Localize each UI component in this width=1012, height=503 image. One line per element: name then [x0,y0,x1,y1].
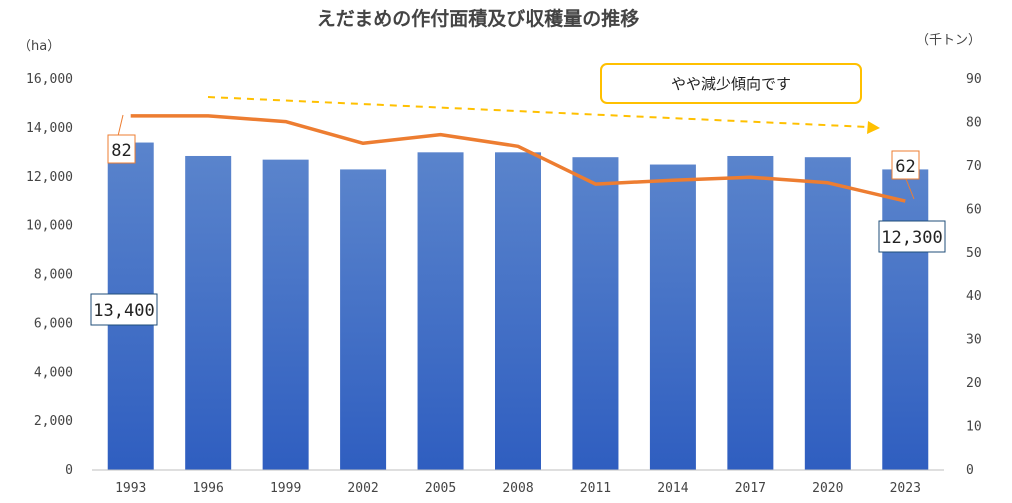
left-axis-ticks: 0 2,000 4,000 6,000 8,000 10,000 12,000 14,000 1… [26,72,73,478]
bar [262,159,309,471]
right-tick-label: 30 [966,333,982,348]
right-tick-label: 70 [966,159,982,174]
right-tick-label: 20 [966,376,982,391]
callout-line-last-text: 62 [895,157,915,177]
x-tick-label: 2017 [735,481,766,496]
x-axis-ticks: 1993 1996 1999 2002 2005 2008 2011 2014 2017 2020… [115,481,921,496]
right-tick-label: 40 [966,289,982,304]
x-tick-label: 2008 [502,481,533,496]
x-tick-label: 2002 [347,481,378,496]
bar [495,152,541,470]
callout-bar-last-text: 12,300 [881,228,942,248]
bar [649,164,696,470]
x-tick-label: 1996 [193,481,224,496]
right-axis-ticks: 0 10 20 30 40 50 60 70 80 90 [966,72,982,478]
x-tick-label: 1999 [270,481,301,496]
right-tick-label: 0 [966,463,974,478]
x-tick-label: 2011 [580,481,611,496]
callout-bar-first: 13,400 [90,293,158,326]
callout-bar-first-text: 13,400 [93,301,154,321]
bar-series [107,142,929,471]
right-tick-label: 80 [966,115,982,130]
callout-line-first: 82 [107,114,136,164]
bar [727,155,774,470]
right-tick-label: 50 [966,246,982,261]
right-axis-unit: （千トン） [916,33,981,48]
left-axis-unit: （ha） [18,39,60,54]
left-tick-label: 2,000 [34,414,73,429]
bar [185,155,232,470]
callout-line-last: 62 [891,150,920,200]
trend-arrowhead [867,121,880,134]
annotation-box [600,63,862,104]
callout-bar-last: 12,300 [878,220,946,253]
right-tick-label: 90 [966,72,982,87]
left-tick-label: 8,000 [34,268,73,283]
bar [417,152,464,470]
callout-line-first-text: 82 [111,141,131,161]
bar [882,169,929,470]
left-tick-label: 6,000 [34,316,73,331]
left-tick-label: 14,000 [26,121,73,136]
right-tick-label: 10 [966,420,982,435]
x-tick-label: 2020 [812,481,843,496]
left-tick-label: 0 [65,463,73,478]
left-tick-label: 12,000 [26,170,73,185]
x-tick-label: 1993 [115,481,146,496]
line-series [130,114,906,203]
right-tick-label: 60 [966,202,982,217]
chart-title: えだまめの作付面積及び収穫量の推移 [317,7,640,30]
bar [572,157,619,470]
annotation-text: やや減少傾向です [671,75,791,93]
x-tick-label: 2005 [425,481,456,496]
left-tick-label: 10,000 [26,219,73,234]
x-tick-label: 2014 [657,481,688,496]
trend-arrow [207,96,869,128]
left-tick-label: 4,000 [34,365,73,380]
x-tick-label: 2023 [890,481,921,496]
bar [340,169,387,470]
left-tick-label: 16,000 [26,72,73,87]
bar [804,157,851,470]
